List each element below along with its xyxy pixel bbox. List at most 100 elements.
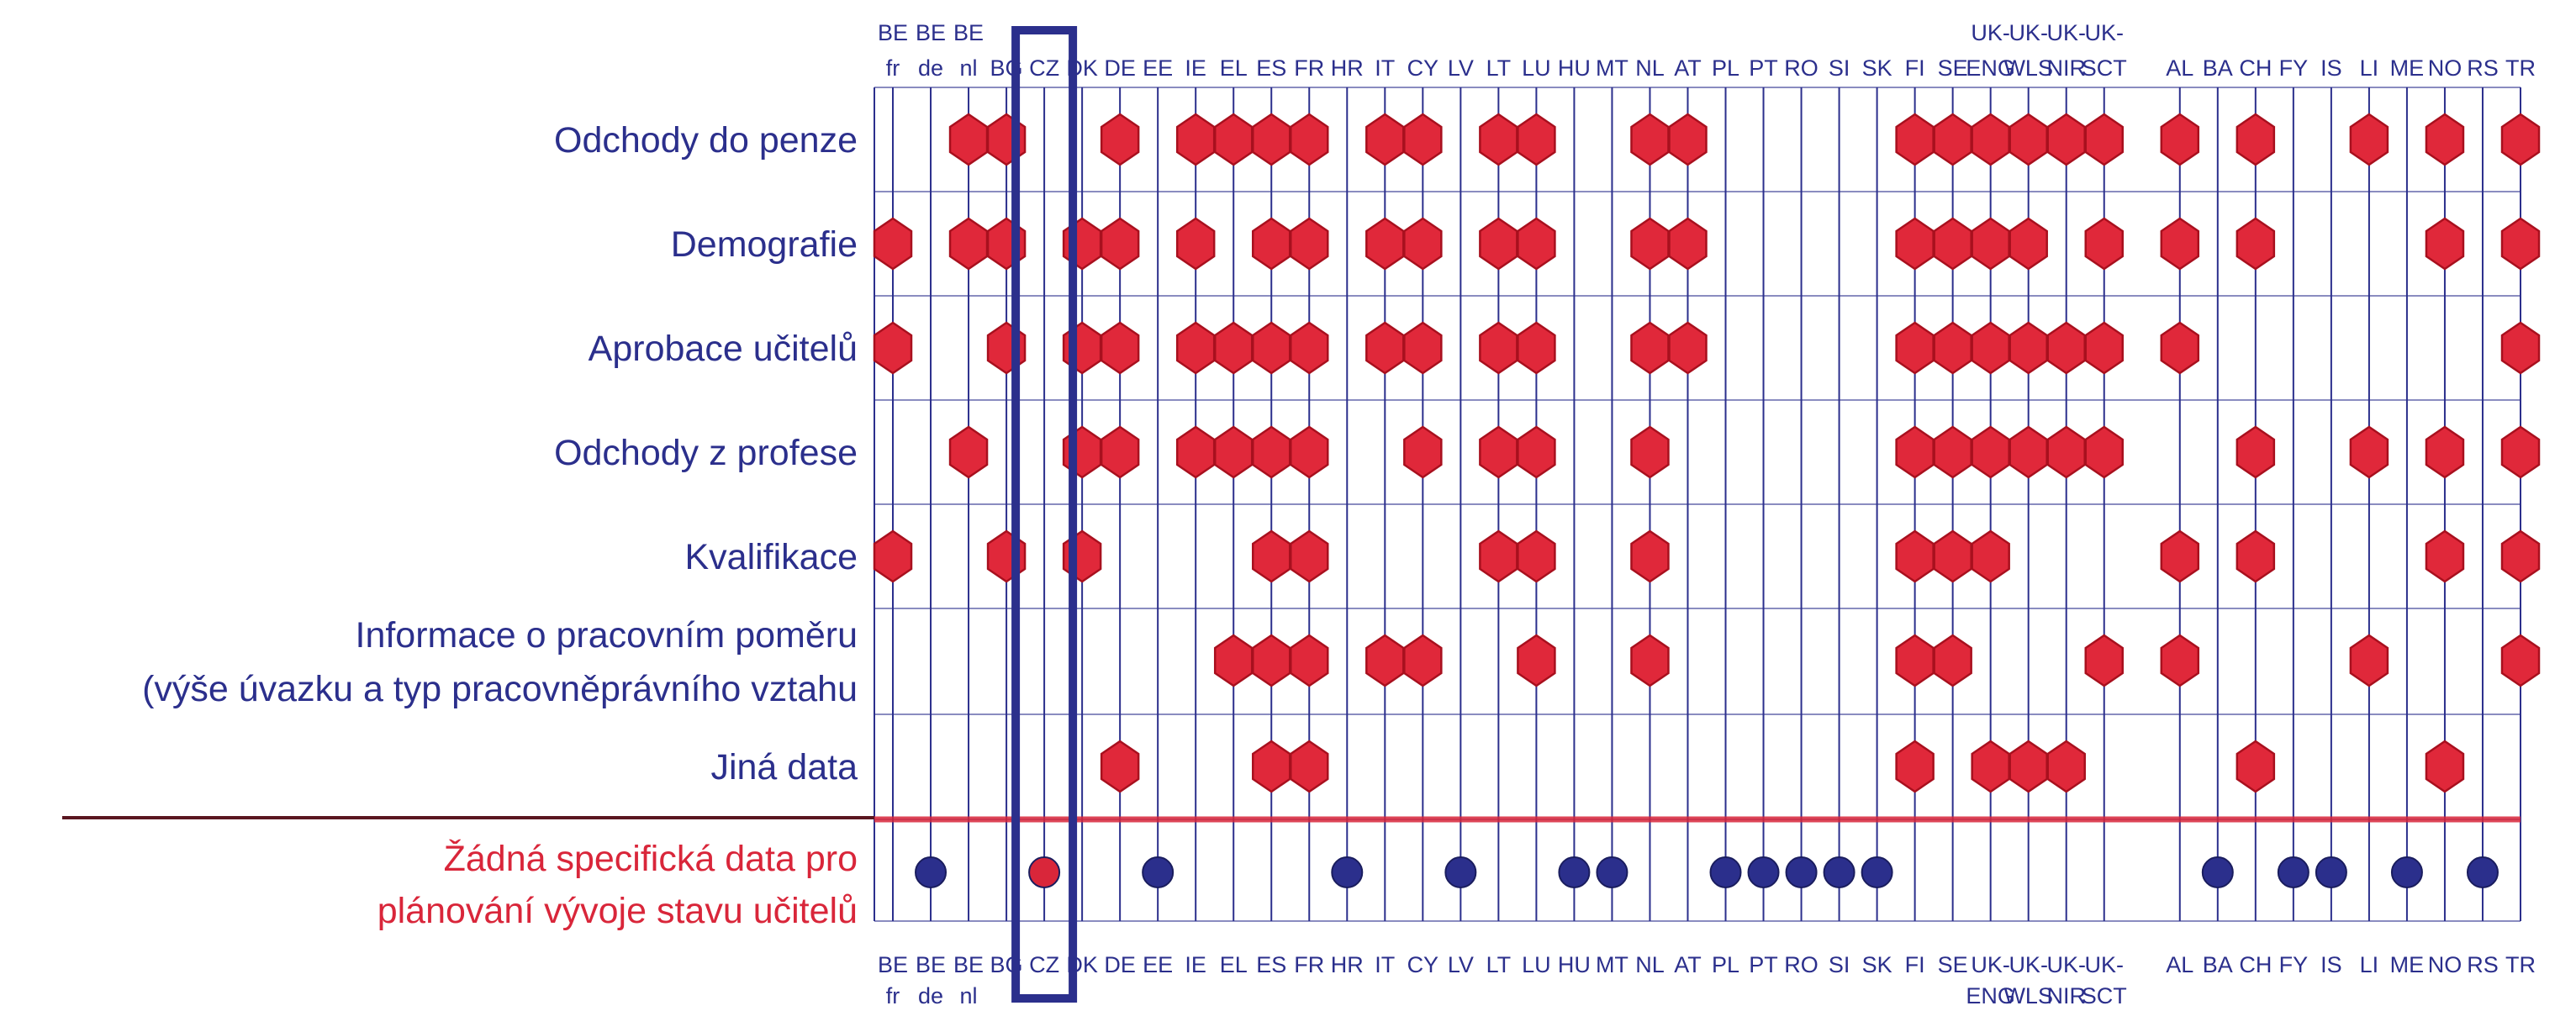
highlight-column-box [1011, 26, 1078, 1003]
column-label: BE [953, 20, 984, 45]
data-hexagon [2236, 425, 2276, 479]
column-label: UK- [1971, 952, 2010, 977]
data-hexagon [1971, 217, 2010, 271]
column-label: DE [1104, 952, 1136, 977]
data-hexagon [1971, 529, 2010, 583]
column-label: NL [1635, 952, 1665, 977]
data-hexagon [1933, 217, 1972, 271]
column-label: SK [1862, 55, 1892, 81]
data-hexagon [1175, 217, 1216, 271]
no-data-dot [1861, 856, 1893, 888]
column-label: IS [2320, 55, 2342, 81]
no-data-dot [915, 856, 948, 888]
data-hexagon [1403, 113, 1443, 166]
data-hexagon [1630, 634, 1670, 687]
data-hexagon [948, 113, 989, 166]
data-hexagon [1933, 321, 1972, 375]
data-hexagon [2009, 740, 2048, 793]
column-label: AL [2166, 55, 2193, 81]
data-hexagon [1175, 113, 1216, 166]
data-hexagon [1895, 740, 1935, 793]
data-hexagon [1251, 425, 1291, 479]
no-data-dot [2315, 856, 2347, 888]
data-hexagon [2349, 113, 2389, 166]
data-hexagon [2236, 529, 2276, 583]
column-label: MT [1596, 55, 1628, 81]
column-label: ME [2390, 952, 2425, 977]
column-label: SI [1829, 55, 1850, 81]
no-data-dot [1747, 856, 1780, 888]
column-label: ES [1256, 55, 1286, 81]
data-hexagon [2160, 634, 2200, 687]
no-data-dot [1823, 856, 1855, 888]
column-label: UK- [2046, 952, 2086, 977]
column-label: HR [1331, 952, 1364, 977]
data-hexagon [1971, 321, 2010, 375]
row-label: Odchody z profese [554, 433, 858, 473]
data-hexagon [2046, 113, 2086, 166]
row-label: Odchody do penze [554, 120, 858, 161]
data-hexagon [2236, 113, 2276, 166]
data-hexagon [1479, 425, 1518, 479]
data-hexagon [1630, 321, 1670, 375]
column-label: HU [1558, 55, 1591, 81]
column-label: PT [1749, 952, 1778, 977]
column-label: IE [1185, 952, 1206, 977]
no-data-dot [1142, 856, 1175, 888]
data-hexagon [1895, 113, 1935, 166]
data-hexagon [1290, 113, 1329, 166]
column-label: UK- [2084, 20, 2124, 45]
data-hexagon [1403, 217, 1443, 271]
data-hexagon [1895, 425, 1935, 479]
data-hexagon [1251, 217, 1291, 271]
data-hexagon [2425, 740, 2465, 793]
data-hexagon [2160, 217, 2200, 271]
data-hexagon [1213, 321, 1254, 375]
data-hexagon [1933, 529, 1972, 583]
data-hexagon [1517, 321, 1556, 375]
data-hexagon [2009, 425, 2048, 479]
data-hexagon [1479, 529, 1518, 583]
no-data-dot [2277, 856, 2309, 888]
data-hexagon [1365, 321, 1405, 375]
data-hexagon [1971, 425, 2010, 479]
column-label: UK- [2009, 20, 2048, 45]
data-hexagon [1213, 634, 1254, 687]
column-label: UK- [2046, 20, 2086, 45]
data-hexagon [948, 425, 989, 479]
row-label: Demografie [671, 224, 858, 265]
data-hexagon [873, 529, 913, 583]
data-hexagon [2160, 529, 2200, 583]
column-label: FI [1905, 55, 1925, 81]
column-label: BE [916, 20, 946, 45]
no-data-label: plánování vývoje stavu učitelů [377, 891, 858, 931]
column-label: FI [1905, 952, 1925, 977]
column-label: IT [1375, 952, 1395, 977]
data-hexagon [2425, 529, 2465, 583]
data-hexagon [1213, 113, 1254, 166]
column-label: fr [886, 983, 900, 1008]
column-label: RS [2467, 952, 2499, 977]
column-label: PT [1749, 55, 1778, 81]
data-hexagon [1479, 321, 1518, 375]
data-hexagon [1290, 740, 1329, 793]
data-hexagon [1933, 634, 1972, 687]
column-label: RS [2467, 55, 2499, 81]
column-label: AT [1674, 55, 1702, 81]
data-hexagon [2009, 217, 2048, 271]
column-label: ENG [1966, 983, 2015, 1008]
data-hexagon [1517, 634, 1556, 687]
data-hexagon [1100, 321, 1140, 375]
data-hexagon [1100, 425, 1140, 479]
column-label: nl [960, 55, 978, 81]
column-label: CH [2239, 952, 2272, 977]
row-labels: Odchody do penze Demografie Aprobace učite… [142, 120, 858, 931]
column-label: LT [1486, 952, 1512, 977]
data-hexagon [2046, 740, 2086, 793]
data-hexagon [2084, 321, 2124, 375]
column-label: NL [1635, 55, 1665, 81]
no-data-dot [1596, 856, 1628, 888]
data-hexagon [1517, 113, 1556, 166]
